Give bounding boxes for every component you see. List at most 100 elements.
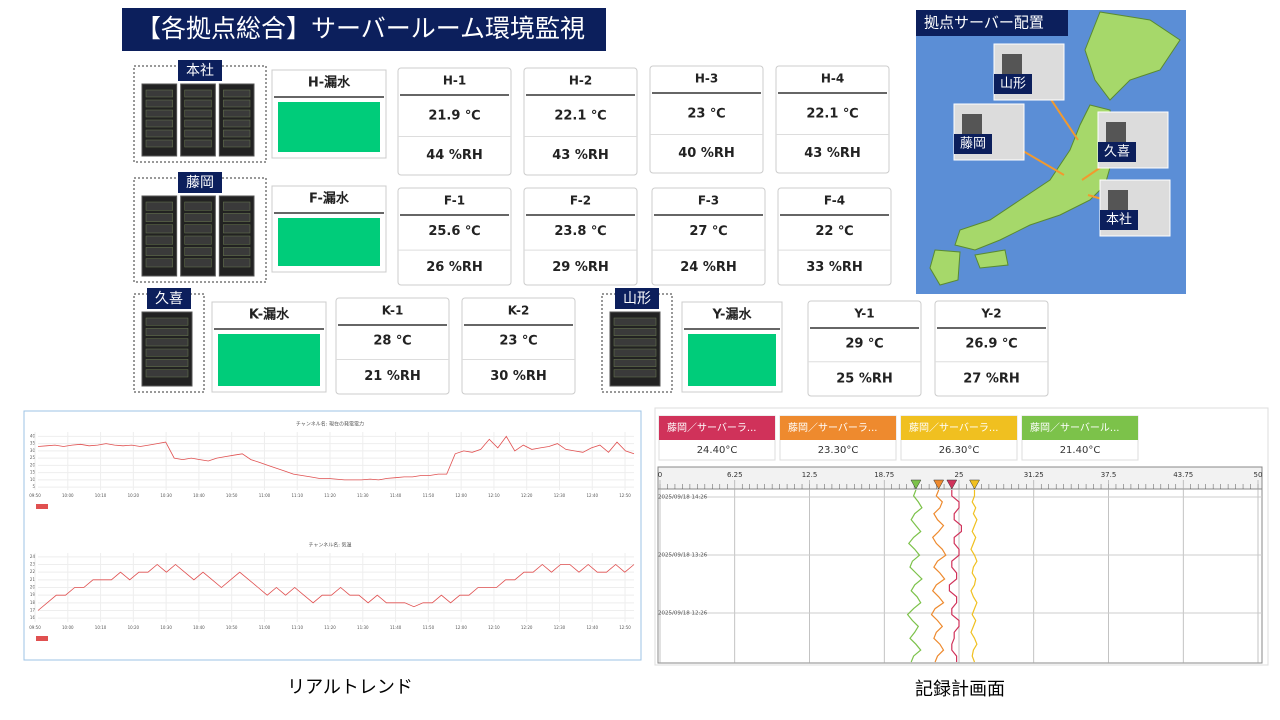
recorder-trace bbox=[970, 490, 978, 663]
x-tick-label: 11:00 bbox=[259, 625, 271, 630]
y-tick-label: 16 bbox=[30, 615, 36, 620]
rack-unit bbox=[184, 89, 212, 98]
scale-label: 43.75 bbox=[1173, 471, 1193, 479]
plot-area bbox=[657, 488, 1263, 664]
x-tick-label: 12:10 bbox=[488, 625, 500, 630]
rack-unit bbox=[145, 129, 173, 138]
x-tick-label: 11:10 bbox=[291, 625, 303, 630]
sensor-card bbox=[807, 300, 922, 397]
rack-unit bbox=[613, 317, 657, 326]
sensor-name: F-4 bbox=[824, 194, 845, 208]
rack-unit bbox=[223, 129, 251, 138]
sensor-name: K-1 bbox=[382, 304, 404, 318]
sensor-temp: 26.9 ℃ bbox=[965, 336, 1017, 351]
rack-unit bbox=[184, 99, 212, 108]
y-tick-label: 22 bbox=[30, 569, 36, 574]
rack-unit bbox=[184, 201, 212, 211]
x-tick-label: 11:00 bbox=[259, 493, 271, 498]
y-tick-label: 35 bbox=[30, 441, 36, 446]
scale-label: 6.25 bbox=[727, 471, 743, 479]
channel-value: 21.40°C bbox=[1060, 445, 1101, 456]
rack-unit bbox=[145, 139, 173, 148]
x-tick-label: 11:20 bbox=[324, 493, 336, 498]
leak-title: Y-漏水 bbox=[712, 307, 753, 323]
rack-unit bbox=[145, 89, 173, 98]
rack-unit bbox=[145, 119, 173, 128]
channel-header bbox=[659, 416, 775, 440]
site-label-bg bbox=[147, 288, 191, 309]
sensor-card bbox=[461, 297, 576, 395]
rack-unit bbox=[184, 224, 212, 234]
map-label: 本社 bbox=[1106, 212, 1132, 228]
rack-unit bbox=[223, 139, 251, 148]
time-label: 2025/09/18 14:26 bbox=[658, 495, 708, 501]
rack-unit bbox=[613, 369, 657, 378]
channel-header bbox=[901, 416, 1017, 440]
trend-panel bbox=[23, 410, 642, 661]
rack-unit bbox=[145, 338, 189, 347]
sensor-name: K-2 bbox=[508, 304, 530, 318]
y-tick-label: 24 bbox=[30, 554, 36, 559]
site-label: 本社 bbox=[186, 63, 214, 79]
x-tick-label: 12:40 bbox=[586, 493, 598, 498]
sensor-humidity: 29 %RH bbox=[552, 260, 609, 275]
sensor-temp: 25.6 ℃ bbox=[428, 224, 480, 239]
rack-unit bbox=[145, 213, 173, 222]
y-tick-label: 20 bbox=[30, 462, 36, 467]
y-tick-label: 18 bbox=[30, 600, 36, 605]
map-label: 藤岡 bbox=[960, 137, 986, 152]
x-tick-label: 11:40 bbox=[390, 625, 402, 630]
map-label: 山形 bbox=[1000, 77, 1026, 92]
x-tick-label: 11:20 bbox=[324, 625, 336, 630]
x-tick-label: 12:30 bbox=[554, 493, 566, 498]
rack-unit bbox=[184, 129, 212, 138]
leak-status bbox=[278, 102, 380, 152]
channel-value: 23.30°C bbox=[818, 445, 859, 456]
channel-name: 藤岡／サーバーラ... bbox=[667, 422, 756, 434]
x-tick-label: 12:50 bbox=[619, 493, 631, 498]
sensor-card bbox=[397, 187, 512, 286]
rack-unit bbox=[223, 224, 251, 234]
x-tick-label: 10:00 bbox=[62, 625, 74, 630]
y-tick-label: 20 bbox=[30, 585, 36, 590]
x-tick-label: 11:50 bbox=[423, 493, 435, 498]
rack-unit bbox=[223, 201, 251, 211]
x-tick-label: 11:30 bbox=[357, 493, 369, 498]
rack-unit bbox=[184, 247, 212, 256]
time-label: 2025/09/18 12:26 bbox=[658, 611, 708, 617]
sensor-temp: 22.1 ℃ bbox=[554, 109, 606, 124]
sensor-temp: 28 ℃ bbox=[373, 334, 411, 349]
channel-value: 26.30°C bbox=[939, 445, 980, 456]
sensor-temp: 23 ℃ bbox=[499, 334, 537, 349]
rack-unit bbox=[145, 369, 189, 378]
trend-caption: リアルトレンド bbox=[287, 677, 413, 698]
leak-title: K-漏水 bbox=[249, 307, 290, 323]
y-tick-label: 40 bbox=[30, 433, 36, 438]
sensor-humidity: 43 %RH bbox=[552, 148, 609, 163]
rack-unit bbox=[145, 224, 173, 234]
sensor-humidity: 30 %RH bbox=[490, 369, 547, 384]
y-tick-label: 19 bbox=[30, 592, 36, 597]
x-tick-label: 10:40 bbox=[193, 493, 205, 498]
rack-unit bbox=[613, 348, 657, 357]
leak-title: H-漏水 bbox=[308, 75, 351, 91]
scale-label: 12.5 bbox=[802, 471, 818, 479]
sensor-humidity: 44 %RH bbox=[426, 148, 483, 163]
sensor-temp: 23.8 ℃ bbox=[554, 224, 606, 239]
sensor-humidity: 24 %RH bbox=[680, 260, 737, 275]
site-label: 久喜 bbox=[155, 291, 183, 307]
map-title: 拠点サーバー配置 bbox=[924, 14, 1044, 32]
channel-name: 藤岡／サーバーラ... bbox=[909, 422, 998, 434]
sensor-temp: 22.1 ℃ bbox=[806, 107, 858, 122]
channel-header bbox=[780, 416, 896, 440]
recorder-caption: 記録計画面 bbox=[915, 679, 1005, 700]
channel-value: 24.40°C bbox=[697, 445, 738, 456]
title-bar bbox=[122, 8, 606, 51]
x-tick-label: 12:20 bbox=[521, 493, 533, 498]
rack-unit bbox=[223, 258, 251, 268]
map-label: 久喜 bbox=[1104, 145, 1130, 160]
map-label-bg bbox=[954, 134, 992, 154]
sensor-card bbox=[651, 187, 766, 286]
sensor-humidity: 26 %RH bbox=[426, 260, 483, 275]
